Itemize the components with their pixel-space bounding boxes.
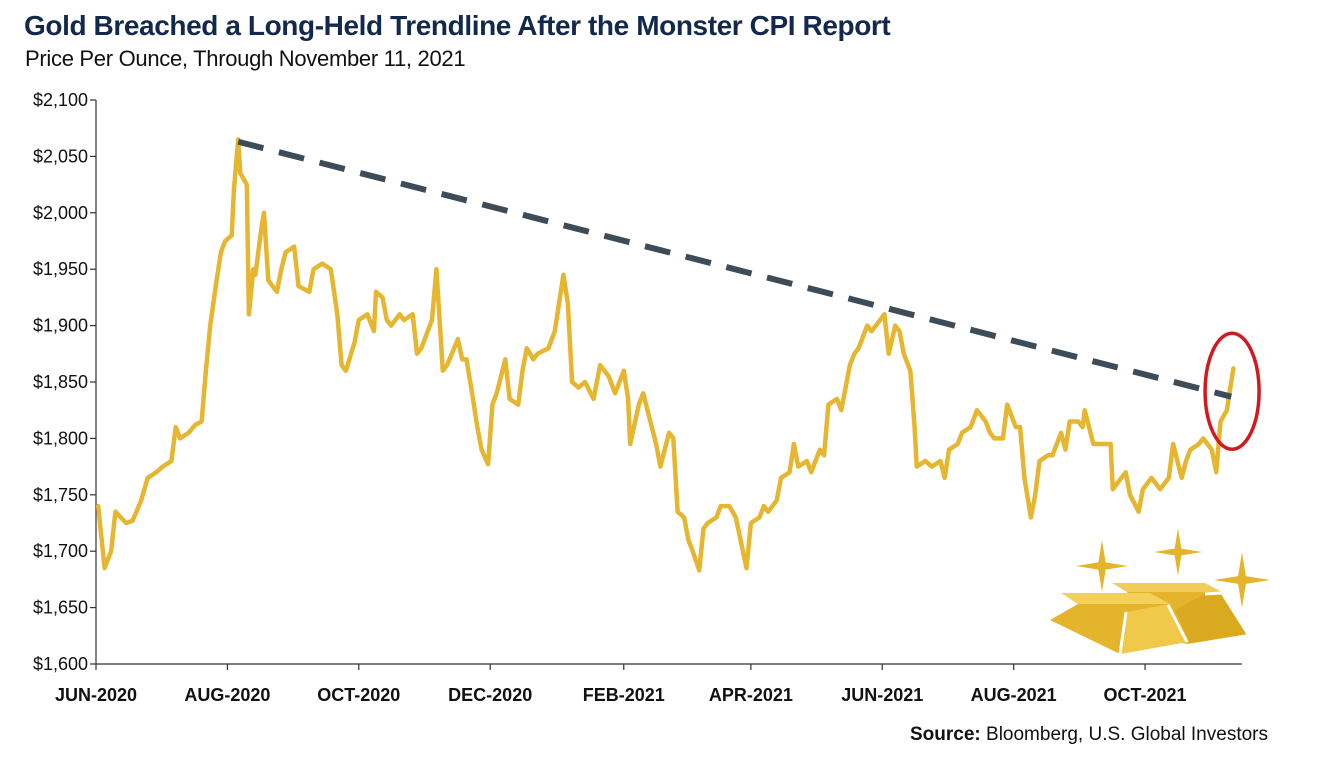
source-text: Bloomberg, U.S. Global Investors bbox=[986, 724, 1268, 745]
x-tick-label: DEC-2020 bbox=[448, 685, 532, 705]
sparkle-mark bbox=[1154, 528, 1202, 576]
chart-title: Gold Breached a Long-Held Trendline Afte… bbox=[24, 10, 891, 41]
y-tick-label: $1,950 bbox=[33, 259, 88, 279]
x-tick-label: OCT-2020 bbox=[317, 685, 400, 705]
y-tick-label: $1,750 bbox=[33, 485, 88, 505]
plot-area bbox=[95, 137, 1261, 573]
y-tick-label: $2,100 bbox=[33, 90, 88, 110]
y-tick-label: $1,850 bbox=[33, 372, 88, 392]
source-label: Source: bbox=[910, 724, 981, 745]
x-tick-label: AUG-2020 bbox=[184, 685, 270, 705]
gold-price-line bbox=[95, 137, 1236, 573]
x-tick-label: JUN-2021 bbox=[841, 685, 923, 705]
x-tick-label: AUG-2021 bbox=[971, 685, 1057, 705]
y-tick-label: $2,050 bbox=[33, 146, 88, 166]
sparkle-mark bbox=[1214, 552, 1270, 608]
chart-axes: $2,100 $2,050 $2,000 $1,950 $1,900 $1,850 $1,8… bbox=[33, 90, 1242, 705]
source-note: Source: Bloomberg, U.S. Global Investors bbox=[910, 724, 1268, 746]
y-tick-label: $2,000 bbox=[33, 203, 88, 223]
x-tick-label: APR-2021 bbox=[709, 685, 793, 705]
breakout-circle bbox=[1203, 331, 1261, 452]
y-tick-label: $1,650 bbox=[33, 598, 88, 618]
x-tick-label: JUN-2020 bbox=[55, 685, 137, 705]
y-tick-label: $1,600 bbox=[33, 654, 88, 674]
trendline-dashed bbox=[237, 138, 1232, 400]
y-tick-label: $1,800 bbox=[33, 428, 88, 448]
x-tick-label: FEB-2021 bbox=[583, 685, 665, 705]
y-tick-label: $1,700 bbox=[33, 541, 88, 561]
x-tick-label: OCT-2021 bbox=[1104, 685, 1187, 705]
sparkle-mark bbox=[1076, 540, 1128, 592]
chart-subtitle: Price Per Ounce, Through November 11, 20… bbox=[25, 46, 466, 71]
gold-bars-icon bbox=[1050, 583, 1250, 655]
sparkle-icon bbox=[1076, 528, 1270, 608]
y-tick-label: $1,900 bbox=[33, 316, 88, 336]
